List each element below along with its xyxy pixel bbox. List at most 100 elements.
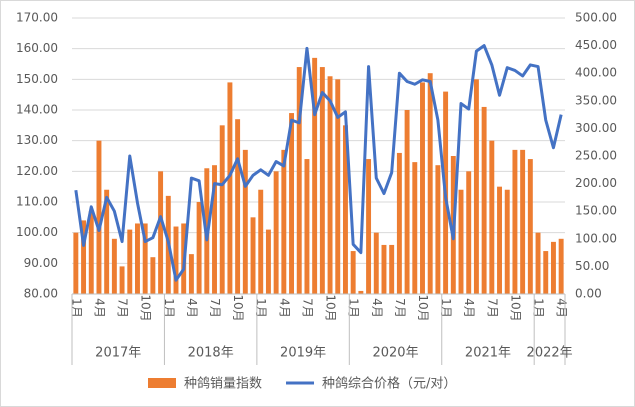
bar (219, 125, 225, 294)
x-tick-label: 4月 (555, 298, 569, 318)
bar (304, 159, 310, 294)
x-tick-label: 1月 (347, 298, 361, 318)
bar (427, 73, 433, 294)
bar (312, 57, 318, 294)
bar (535, 232, 541, 294)
x-tick-label: 10月 (508, 294, 522, 321)
y-tick-label: 150.00 (16, 72, 58, 86)
bar (96, 140, 102, 294)
y-tick-label: 110.00 (16, 195, 58, 209)
y2-tick-label: 450.00 (575, 38, 617, 52)
bar (550, 241, 556, 294)
bar (412, 162, 418, 294)
bar (242, 149, 248, 294)
y2-tick-label: 150.00 (575, 204, 617, 218)
x-tick-label: 10月 (139, 294, 153, 321)
y-tick-label: 170.00 (16, 11, 58, 25)
bar (520, 149, 526, 294)
x-tick-label: 1月 (162, 298, 176, 318)
bar (258, 189, 264, 294)
x-tick-label: 7月 (116, 298, 130, 318)
y2-tick-label: 250.00 (575, 149, 617, 163)
bar (504, 189, 510, 294)
bar (196, 202, 202, 294)
bar (342, 125, 348, 294)
x-group-label: 2020年 (372, 346, 418, 361)
bar (481, 106, 487, 294)
bar (489, 140, 495, 294)
y-tick-label: 140.00 (16, 103, 58, 117)
bar (366, 159, 372, 294)
bar (158, 171, 164, 294)
bar (435, 165, 441, 294)
bar (396, 152, 402, 294)
bar (296, 67, 302, 294)
bar (212, 165, 217, 294)
bar (404, 110, 410, 294)
y2-tick-label: 200.00 (575, 176, 617, 190)
y2-tick-label: 100.00 (575, 231, 617, 245)
x-tick-label: 4月 (370, 298, 384, 318)
bar (127, 229, 133, 294)
x-tick-label: 4月 (92, 298, 106, 318)
y-tick-label: 130.00 (16, 133, 58, 147)
y2-tick-label: 50.00 (575, 259, 609, 273)
x-tick-label: 1月 (532, 298, 546, 318)
x-tick-label: 10月 (231, 294, 245, 321)
bar (119, 266, 125, 294)
bar (497, 186, 502, 294)
x-tick-label: 10月 (324, 294, 338, 321)
bar (188, 254, 194, 294)
legend-label: 种鸽销量指数 (184, 376, 262, 392)
x-group-label: 2021年 (465, 346, 511, 361)
x-tick-label: 7月 (393, 298, 407, 318)
bar (142, 223, 148, 294)
y2-tick-label: 0.00 (575, 287, 602, 301)
bar (512, 149, 518, 294)
bar (327, 76, 333, 295)
line (74, 44, 563, 282)
bar (543, 251, 549, 294)
legend-swatch (148, 378, 176, 388)
x-tick-label: 4月 (462, 298, 476, 318)
bar (250, 217, 256, 294)
bar (350, 251, 356, 294)
bar (273, 171, 279, 294)
y2-tick-label: 400.00 (575, 66, 617, 80)
x-group-label: 2022年 (527, 346, 573, 361)
bar (73, 232, 79, 294)
y2-tick-label: 350.00 (575, 93, 617, 107)
y-tick-label: 100.00 (16, 225, 58, 239)
y-tick-label: 120.00 (16, 164, 58, 178)
bar (527, 159, 533, 294)
bar (227, 82, 233, 295)
y2-tick-label: 300.00 (575, 121, 617, 135)
bar (150, 257, 156, 294)
y-tick-label: 90.00 (24, 256, 58, 270)
x-tick-label: 4月 (277, 298, 291, 318)
x-tick-label: 4月 (185, 298, 199, 318)
x-group-label: 2017年 (95, 346, 141, 361)
y-tick-label: 160.00 (16, 41, 58, 55)
x-tick-label: 7月 (485, 298, 499, 318)
y-tick-label: 80.00 (24, 287, 58, 301)
bar (466, 171, 472, 294)
bar (281, 149, 287, 294)
x-tick-label: 1月 (439, 298, 453, 318)
bar (265, 229, 271, 294)
bar (289, 113, 295, 294)
x-tick-label: 7月 (208, 298, 222, 318)
bar (235, 119, 241, 294)
bar (458, 189, 464, 294)
bar (381, 244, 387, 294)
y2-tick-label: 500.00 (575, 11, 617, 25)
bar (373, 232, 379, 294)
bar (173, 226, 179, 294)
bar (111, 238, 117, 294)
bar (558, 238, 564, 294)
bar (358, 290, 364, 294)
bar (81, 220, 87, 294)
bar (420, 82, 425, 295)
bar (135, 223, 140, 294)
